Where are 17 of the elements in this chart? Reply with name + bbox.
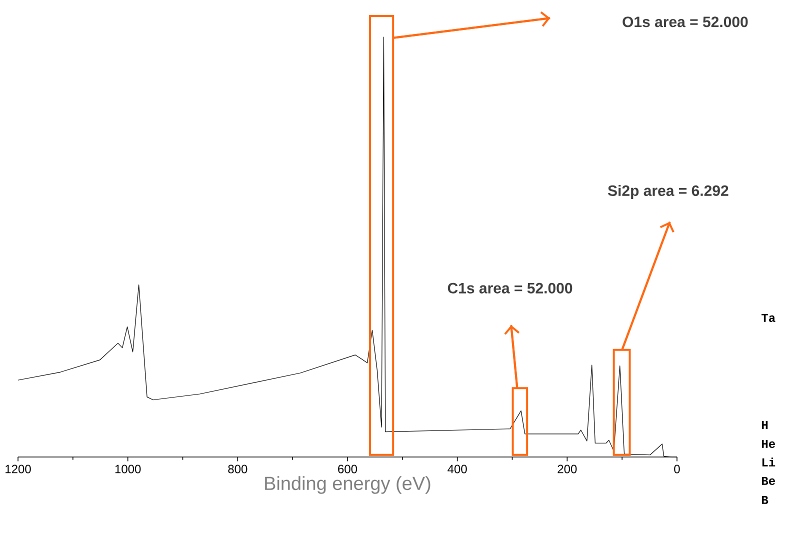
text: He: [762, 440, 776, 448]
text: H: [762, 421, 768, 429]
x-tick-label: 0: [674, 464, 680, 474]
text: Be: [762, 476, 776, 485]
x-tick-label: 1000: [115, 464, 141, 474]
x-tick-label: 600: [338, 464, 358, 474]
text: O1s area = 52.000: [622, 16, 748, 28]
annotation: Si2p area = 6.292: [608, 184, 728, 199]
x-tick-label: 800: [228, 464, 248, 474]
x-axis-title: Binding energy (eV): [265, 476, 430, 494]
text: Ta: [762, 314, 776, 322]
text: Li: [762, 458, 776, 466]
x-tick-label: 400: [448, 464, 467, 474]
annotation: C1s area = 52.000: [448, 282, 572, 294]
text: B: [762, 496, 768, 504]
x-tick-label: 200: [558, 464, 577, 474]
x-tick-label: 1200: [6, 464, 31, 474]
